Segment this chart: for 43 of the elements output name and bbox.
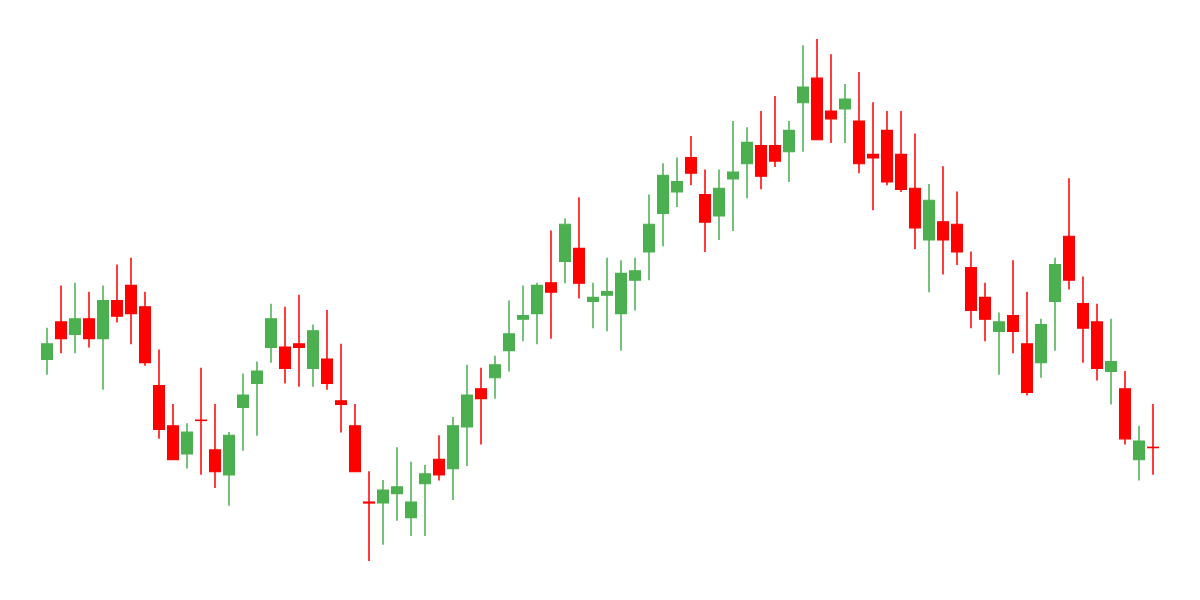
candlestick	[488, 355, 502, 400]
candlestick	[628, 256, 642, 312]
candlestick	[110, 263, 124, 324]
candlestick	[390, 446, 404, 522]
candlestick	[250, 360, 264, 437]
candlestick	[684, 135, 698, 186]
candlestick	[824, 53, 838, 144]
candlestick	[586, 282, 600, 329]
candlestick	[292, 294, 306, 388]
candlestick	[796, 44, 810, 153]
candlestick	[208, 403, 222, 489]
candlestick	[334, 343, 348, 434]
candlestick	[670, 156, 684, 208]
candlestick	[376, 479, 390, 546]
candlestick	[544, 229, 558, 340]
candlestick	[838, 83, 852, 144]
candlestick	[418, 464, 432, 537]
candlestick	[936, 165, 950, 276]
candlestick	[404, 461, 418, 537]
candlestick	[68, 282, 82, 355]
candlestick	[502, 299, 516, 373]
candlestick	[768, 95, 782, 168]
candlestick	[236, 372, 250, 452]
candlestick	[516, 284, 530, 343]
candlestick	[740, 126, 754, 199]
candlestick	[180, 422, 194, 470]
candlestick	[600, 256, 614, 333]
candlestick	[194, 367, 208, 476]
candlestick	[866, 101, 880, 211]
candlestick	[726, 120, 740, 232]
candlestick	[82, 290, 96, 349]
candlestick	[278, 306, 292, 385]
candlestick	[54, 284, 68, 355]
candlestick	[432, 434, 446, 482]
candlestick	[40, 326, 54, 376]
candlestick	[1132, 425, 1146, 482]
candlestick	[1006, 259, 1020, 355]
candlestick	[474, 367, 488, 446]
candlestick	[1104, 318, 1118, 406]
candlestick	[782, 120, 796, 183]
candlestick	[362, 470, 376, 561]
candlestick	[992, 311, 1006, 376]
candlestick	[978, 282, 992, 343]
